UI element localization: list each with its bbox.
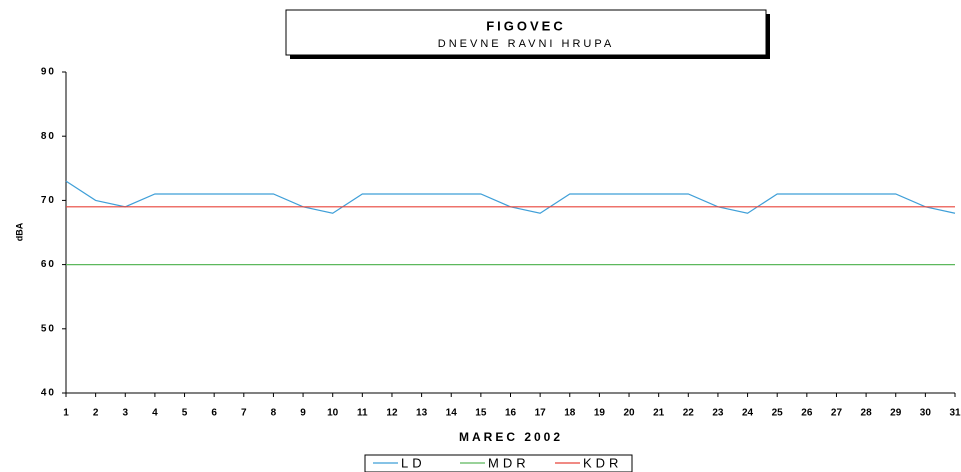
x-tick-label: 12 [386,408,398,419]
x-tick-label: 18 [564,408,576,419]
x-tick-label: 31 [949,408,961,419]
title-box [285,9,767,56]
legend-label: MDR [488,455,530,470]
x-tick-label: 9 [300,408,306,419]
x-tick-label: 14 [446,408,458,419]
y-axis-label: dBA [14,222,24,241]
x-tick-label: 29 [890,408,902,419]
x-tick-label: 24 [742,408,754,419]
x-tick-label: 8 [271,408,277,419]
x-tick-label: 7 [241,408,247,419]
chart-title: FIGOVEC [486,18,566,33]
x-tick-label: 17 [535,408,547,419]
x-tick-label: 16 [505,408,517,419]
legend-label: LD [401,455,426,470]
y-tick-label: 70 [41,195,56,206]
x-tick-label: 5 [182,408,188,419]
x-tick-label: 11 [357,408,368,419]
x-axis-label: MAREC 2002 [459,430,563,444]
x-tick-label: 27 [831,408,843,419]
x-tick-label: 15 [475,408,487,419]
legend-box [364,454,633,472]
series-line [65,180,956,214]
x-tick-label: 30 [920,408,932,419]
x-tick-label: 20 [623,408,635,419]
y-tick-label: 60 [41,259,56,270]
x-tick-label: 13 [416,408,428,419]
x-tick-label: 10 [327,408,339,419]
x-tick-label: 3 [122,408,128,419]
x-tick-label: 2 [93,408,99,419]
y-tick-label: 50 [41,323,56,334]
x-tick-label: 19 [594,408,606,419]
x-tick-label: 1 [63,408,69,419]
x-tick-label: 4 [152,408,158,419]
y-tick-label: 40 [41,388,56,399]
chart-subtitle: DNEVNE RAVNI HRUPA [438,38,614,50]
y-tick-label: 90 [41,67,56,78]
legend-label: KDR [583,455,622,470]
y-tick-label: 80 [41,131,56,142]
x-tick-label: 26 [801,408,813,419]
x-tick-label: 28 [861,408,873,419]
x-tick-label: 6 [211,408,217,419]
x-tick-label: 23 [712,408,724,419]
x-tick-label: 21 [653,408,665,419]
x-tick-label: 25 [772,408,784,419]
x-tick-label: 22 [683,408,695,419]
